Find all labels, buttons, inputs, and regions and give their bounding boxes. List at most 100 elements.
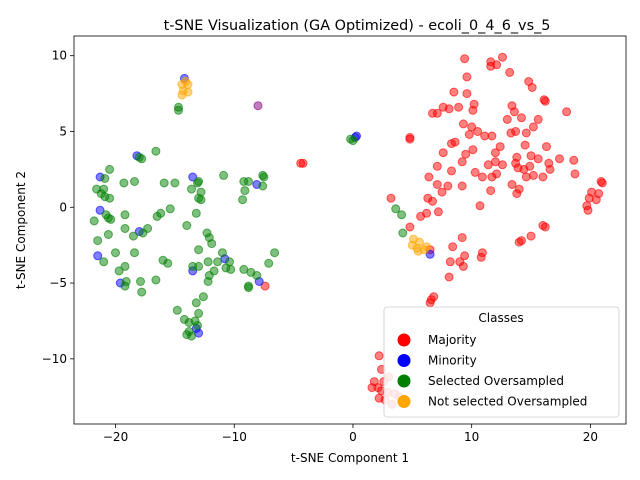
point-selected-oversampled-79 [191,298,201,308]
point-selected-oversampled-29 [130,177,139,186]
point-majority-51 [569,155,579,165]
point-selected-oversampled-78 [198,292,208,302]
point-selected-oversampled-20 [238,195,248,205]
point-majority-74 [443,181,453,191]
point-selected-oversampled-63 [194,261,204,271]
plot-frame [73,35,627,425]
point-selected-oversampled-81 [194,308,204,318]
point-majority-32 [511,127,521,136]
point-selected-oversampled-71 [209,266,219,276]
point-majority-103 [448,242,458,252]
point-majority-91 [428,196,437,206]
point-selected-oversampled-19 [170,178,180,188]
point-majority-54 [457,157,467,167]
point-selected-oversampled-44 [182,221,192,230]
point-majority-82 [597,178,607,188]
point-majority-87 [583,205,593,215]
point-minority-4 [188,172,198,182]
point-majority-21 [432,108,442,118]
point-selected-oversampled-51 [163,258,173,268]
point-majority-80 [437,187,447,197]
point-majority-0 [460,54,470,64]
point-selected-oversampled-76 [264,258,274,268]
point-majority-44 [438,148,448,158]
point-majority-19 [509,107,519,117]
point-majority-99 [526,231,536,241]
point-selected-oversampled-88 [187,331,196,341]
point-majority-108 [445,257,455,267]
chart-title: t-SNE Visualization (GA Optimized) - eco… [164,18,551,34]
point-majority-28 [473,127,483,136]
point-selected-oversampled-95 [398,228,408,238]
point-selected-oversampled-2 [151,146,161,156]
point-majority-35 [464,130,474,139]
point-majority-9 [449,87,459,97]
point-selected-oversampled-60 [120,281,130,291]
point-majority-49 [533,154,543,164]
point-selected-oversampled-43 [93,236,103,246]
point-majority-64 [519,164,529,174]
point-not-selected-oversampled-12 [419,245,429,255]
point-majority-4 [498,52,507,62]
point-majority-25 [502,114,512,124]
point-majority-26 [458,119,468,129]
point-majority-14 [444,104,454,114]
point-majority-65 [570,169,580,179]
legend-title: Classes [478,311,523,325]
legend: Classes Majority Minority Selected Oversam… [383,306,620,418]
point-selected-oversampled-93 [391,204,401,214]
point-majority-67 [477,172,487,182]
point-majority-73 [432,180,442,189]
point-selected-oversampled-54 [99,257,109,267]
point-majority-45 [461,149,471,159]
point-majority-101 [514,237,524,247]
point-majority-71 [528,170,538,180]
point-minority-16 [425,249,435,259]
point-selected-oversampled-34 [89,216,99,226]
point-selected-oversampled-53 [111,248,120,258]
points-layer [89,52,607,409]
point-selected-oversampled-72 [203,277,213,286]
point-majority-114 [425,298,435,308]
point-selected-oversampled-52 [130,248,139,258]
y-axis-title: t-SNE Component 2 [14,171,28,289]
point-selected-oversampled-17 [196,195,206,205]
point-majority-62 [470,167,480,177]
point-majority-61 [447,166,456,176]
point-majority-53 [432,161,442,171]
point-majority-107 [460,251,470,261]
point-selected-oversampled-10 [258,181,268,191]
point-majority-3 [492,60,502,70]
y-tick-label: −10 [42,352,67,366]
point-majority-92 [475,201,485,211]
point-selected-oversampled-58 [151,275,161,285]
point-selected-oversampled-22 [100,174,110,183]
point-majority-6 [462,72,472,82]
point-majority-8 [527,83,537,92]
x-tick-label: −10 [222,430,247,444]
point-majority-12 [540,96,550,106]
point-minority-7 [95,205,105,215]
point-selected-oversampled-92 [348,136,358,146]
point-selected-oversampled-7 [259,172,269,182]
point-selected-oversampled-56 [114,266,124,276]
x-tick-label: −20 [103,430,128,444]
point-majority-106 [476,252,486,262]
point-majority-30 [487,131,497,141]
point-majority-77 [507,180,517,189]
point-majority-66 [424,172,434,182]
point-selected-oversampled-9 [244,177,253,186]
point-majority-94 [433,207,443,217]
point-majority-17 [468,105,478,115]
point-selected-oversampled-14 [194,177,204,186]
point-selected-oversampled-38 [120,224,130,233]
point-majority-89 [386,193,396,203]
x-tick-label: 10 [464,430,479,444]
x-axis: −20 −10 0 10 20 [103,424,598,444]
point-majority-69 [492,169,502,179]
point-majority-5 [505,67,515,77]
point-majority-115 [260,281,270,291]
point-majority-50 [555,154,564,164]
point-majority-40 [468,145,478,155]
legend-items: Majority Minority Selected Oversampled Not … [397,333,587,409]
